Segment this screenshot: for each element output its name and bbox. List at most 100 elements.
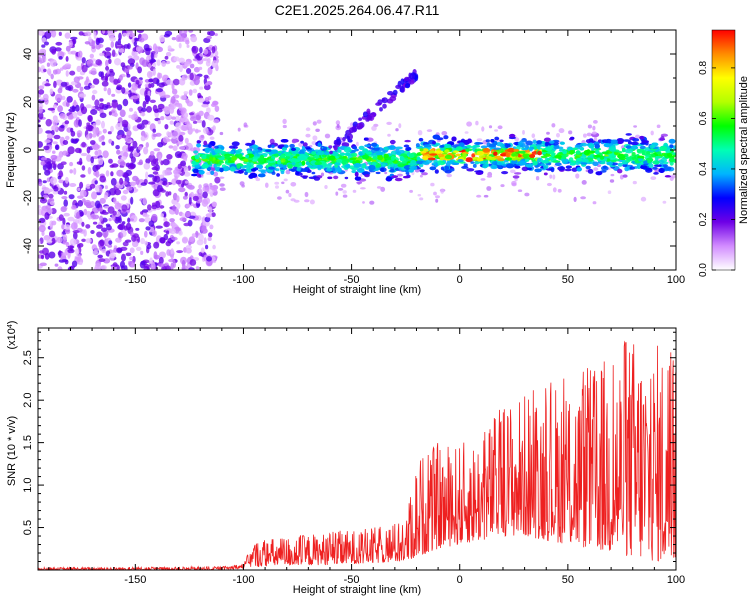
- spectrogram-cell: [97, 254, 103, 259]
- spectrogram-cell: [631, 152, 636, 156]
- spectrogram-cell: [51, 185, 57, 189]
- spectrogram-cell: [440, 188, 445, 194]
- spectrogram-cell: [375, 171, 381, 175]
- spectrogram-cell: [488, 125, 493, 129]
- spectrogram-cell: [68, 40, 73, 48]
- spectrogram-cell: [504, 157, 513, 161]
- spectrogram-cell: [189, 116, 198, 122]
- spectrogram-cell: [67, 245, 75, 249]
- spectrogram-cell: [65, 176, 69, 184]
- spectrogram-cell: [152, 128, 156, 133]
- spectrogram-cell: [86, 59, 94, 67]
- spectrogram-cell: [163, 221, 170, 228]
- spectrogram-cell: [82, 198, 86, 203]
- spectrogram-cell: [595, 171, 603, 176]
- spectrogram-cell: [546, 131, 550, 135]
- spectrogram-cell: [101, 265, 106, 270]
- spectrogram-cell: [53, 134, 61, 140]
- spectrogram-cell: [485, 139, 490, 143]
- spectrogram-cell: [443, 135, 449, 140]
- spectrogram-cell: [198, 66, 203, 71]
- spectrogram-cell: [493, 151, 498, 156]
- spectrogram-cell: [38, 85, 45, 90]
- spectrogram-cell: [410, 165, 418, 170]
- spectrogram-cell: [107, 131, 112, 135]
- spectrogram-cell: [52, 150, 56, 154]
- spectrogram-cell: [146, 244, 152, 250]
- spectrogram-cell: [60, 124, 65, 129]
- spectrogram-cell: [333, 146, 338, 151]
- spectrogram-cell: [165, 51, 172, 57]
- spectrogram-cell: [340, 183, 347, 188]
- spectrogram-cell: [45, 118, 52, 127]
- spectrogram-cell: [42, 93, 49, 101]
- spectrogram-cell: [209, 156, 213, 162]
- spectrogram-cell: [64, 120, 70, 125]
- spectrogram-cell: [439, 145, 445, 148]
- spectrogram-cell: [295, 171, 300, 175]
- spectrogram-y-tick-label: -40: [22, 238, 34, 254]
- spectrogram-cell: [250, 168, 257, 172]
- spectrogram-cell: [80, 106, 88, 115]
- spectrogram-cell: [108, 111, 112, 116]
- spectrogram-cell: [52, 141, 58, 145]
- spectrogram-cell: [130, 263, 135, 268]
- spectrogram-cell: [386, 121, 392, 125]
- spectrogram-cell: [131, 95, 139, 100]
- spectrogram-cell: [152, 171, 159, 175]
- spectrogram-cell: [391, 175, 398, 179]
- spectrogram-cell: [472, 163, 477, 168]
- spectrogram-cell: [209, 136, 215, 140]
- spectrogram-cell: [432, 134, 440, 140]
- spectrogram-cell: [178, 134, 184, 142]
- spectrogram-cell: [73, 231, 78, 240]
- spectrogram-cell: [207, 114, 215, 121]
- spectrogram-cell: [145, 226, 151, 231]
- spectrogram-cell: [650, 176, 657, 181]
- spectrogram-cell: [76, 65, 82, 73]
- spectrogram-cell: [85, 224, 91, 229]
- spectrogram-cell: [214, 33, 218, 37]
- spectrogram-cell: [372, 147, 380, 151]
- spectrogram-cell: [575, 150, 581, 155]
- spectrogram-cell: [328, 155, 336, 161]
- spectrogram-cell: [90, 230, 95, 234]
- spectrogram-cell: [109, 68, 114, 73]
- spectrogram-cell: [512, 175, 520, 179]
- spectrogram-cell: [511, 180, 517, 186]
- spectrogram-cell: [390, 163, 395, 168]
- spectrogram-cell: [429, 153, 438, 156]
- spectrogram-cell: [98, 136, 103, 143]
- spectrogram-cell: [74, 104, 80, 112]
- spectrogram-cell: [65, 101, 70, 107]
- spectrogram-cell: [311, 171, 316, 175]
- spectrogram-cell: [106, 70, 110, 75]
- spectrogram-cell: [238, 153, 243, 159]
- spectrogram-cell: [464, 131, 469, 134]
- spectrogram-cell: [309, 199, 315, 205]
- spectrogram-cell: [524, 192, 530, 197]
- spectrogram-cell: [208, 164, 213, 167]
- spectrogram-cell: [84, 31, 92, 37]
- spectrogram-cell: [44, 252, 50, 260]
- spectrogram-cell: [557, 166, 566, 171]
- spectrogram-cell: [140, 250, 144, 255]
- spectrogram-cell: [273, 153, 279, 157]
- spectrogram-cell: [127, 58, 136, 65]
- spectrogram-cell: [92, 127, 100, 135]
- spectrogram-cell: [351, 152, 358, 157]
- spectrogram-cell: [291, 138, 297, 144]
- spectrogram-cell: [148, 63, 152, 69]
- spectrogram-cell: [481, 126, 485, 132]
- spectrogram-cell: [583, 133, 587, 138]
- spectrogram-cell: [335, 191, 339, 196]
- spectrogram-cell: [52, 104, 58, 109]
- spectrogram-cell: [274, 181, 280, 185]
- spectrogram-cell: [111, 110, 115, 114]
- spectrogram-cell: [194, 154, 200, 160]
- spectrogram-cell: [58, 250, 62, 258]
- spectrogram-cell: [108, 240, 113, 246]
- spectrogram-cell: [532, 139, 537, 144]
- spectrogram-cell: [130, 113, 139, 121]
- spectrogram-cell: [480, 145, 488, 149]
